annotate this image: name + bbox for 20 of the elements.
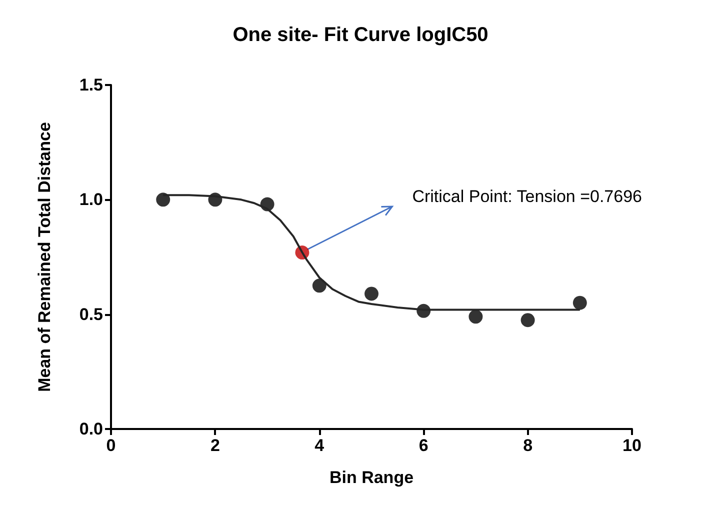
x-tick-label: 2	[210, 436, 220, 455]
point	[468, 310, 483, 324]
chart-title: One site- Fit Curve logIC50	[232, 24, 488, 46]
y-tick-label: 1.5	[79, 76, 103, 94]
point	[156, 192, 170, 207]
point	[572, 296, 587, 310]
point	[520, 313, 535, 328]
annotation: Critical Point: Tension =0.7696	[412, 187, 642, 206]
x-tick-label: 6	[418, 436, 428, 455]
y-tick-label: 1.0	[79, 190, 103, 210]
x-axis-title: Bin Range	[329, 468, 414, 487]
y-axis-title: Mean of Remained Total Distance	[35, 122, 54, 392]
y-tick-label: 0.5	[79, 304, 103, 324]
point	[312, 278, 326, 293]
x-tick-label: 4	[314, 436, 325, 455]
y-tick-label: 0.0	[79, 420, 103, 438]
x-tick-label: 8	[523, 436, 533, 455]
x-tick-label: 0	[106, 436, 116, 455]
point	[364, 286, 378, 301]
x-tick-label: 10	[622, 436, 642, 455]
